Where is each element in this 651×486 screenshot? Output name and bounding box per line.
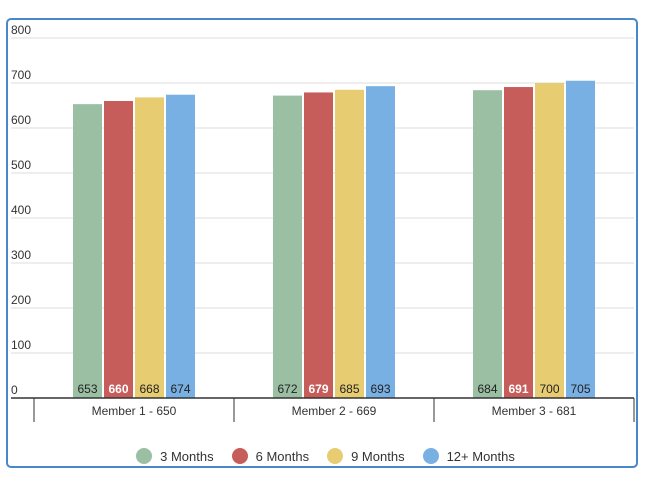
- bar: [335, 89, 364, 398]
- y-tick-label: 700: [11, 68, 31, 82]
- data-label: 660: [108, 382, 128, 396]
- data-label: 705: [570, 382, 590, 396]
- bar: [535, 83, 564, 398]
- legend-swatch: [422, 448, 439, 464]
- bar: [166, 94, 195, 398]
- bar: [73, 104, 102, 399]
- legend-item: 6 Months: [231, 448, 310, 464]
- bar: [366, 86, 395, 399]
- y-tick-label: 0: [11, 383, 18, 397]
- legend-swatch: [327, 448, 344, 464]
- data-label: 679: [308, 382, 328, 396]
- data-label: 674: [170, 382, 190, 396]
- bar: [566, 80, 595, 398]
- legend-item: 12+ Months: [422, 448, 515, 464]
- y-tick-label: 300: [11, 248, 31, 262]
- bar: [304, 92, 333, 398]
- y-tick-label: 500: [11, 158, 31, 172]
- y-tick-label: 100: [11, 338, 31, 352]
- legend-item: 3 Months: [136, 448, 214, 464]
- y-tick-label: 400: [11, 203, 31, 217]
- legend-swatch: [136, 448, 153, 464]
- x-category-label: Member 1 - 650: [92, 404, 177, 418]
- legend-swatch: [231, 448, 248, 464]
- data-label: 668: [139, 382, 159, 396]
- y-tick-label: 200: [11, 293, 31, 307]
- data-label: 700: [539, 382, 559, 396]
- legend-label: 6 Months: [255, 448, 310, 464]
- data-label: 693: [370, 382, 390, 396]
- bar: [473, 90, 502, 398]
- data-label: 653: [77, 382, 97, 396]
- bar: [135, 97, 164, 399]
- data-label: 685: [339, 382, 359, 396]
- data-label: 691: [508, 382, 528, 396]
- data-label: 684: [477, 382, 497, 396]
- legend-label: 9 Months: [351, 448, 405, 464]
- chart-legend: 3 Months 6 Months 9 Months 12+ Months: [0, 445, 651, 467]
- x-category-label: Member 2 - 669: [292, 404, 377, 418]
- bar: [104, 101, 133, 398]
- x-category-label: Member 3 - 681: [492, 404, 577, 418]
- data-label: 672: [277, 382, 297, 396]
- y-tick-label: 600: [11, 113, 31, 127]
- legend-item: 9 Months: [327, 448, 405, 464]
- legend-label: 3 Months: [160, 448, 214, 464]
- legend-label: 12+ Months: [446, 448, 515, 464]
- y-tick-label: 800: [11, 23, 31, 37]
- bar: [504, 87, 533, 399]
- bar: [273, 95, 302, 398]
